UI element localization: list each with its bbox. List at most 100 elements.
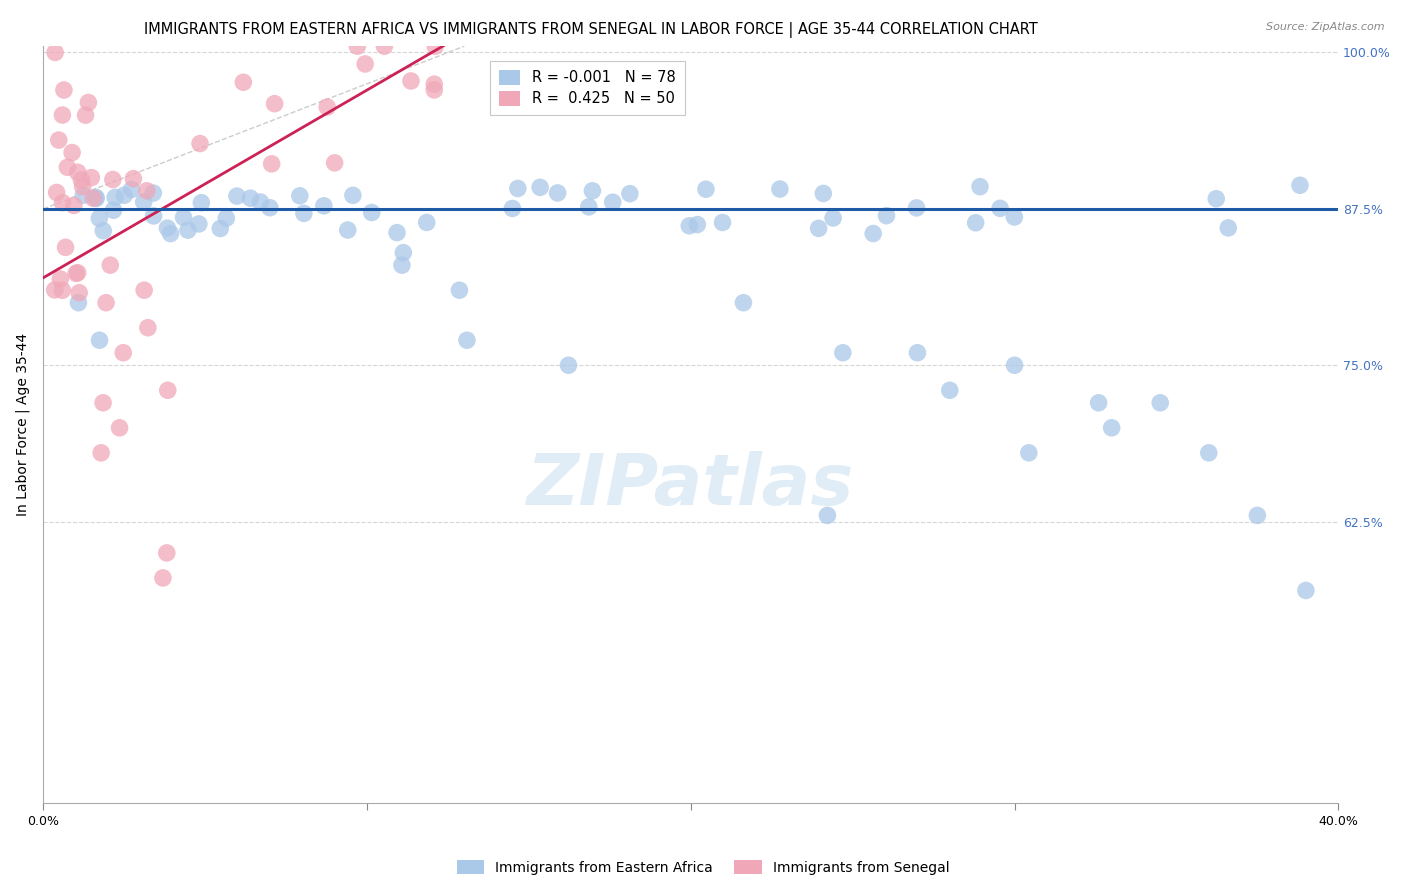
Y-axis label: In Labor Force | Age 35-44: In Labor Force | Age 35-44 — [15, 333, 30, 516]
Point — [831, 345, 853, 359]
Point — [425, 39, 447, 54]
Point — [52, 83, 75, 97]
Point — [988, 202, 1011, 216]
Point — [101, 172, 124, 186]
Point — [232, 75, 254, 89]
Point — [91, 224, 114, 238]
Point — [905, 201, 928, 215]
Point — [1198, 446, 1220, 460]
Point — [134, 283, 156, 297]
Point — [152, 571, 174, 585]
Point — [103, 203, 125, 218]
Point — [312, 199, 335, 213]
Point — [51, 195, 73, 210]
Point — [67, 295, 90, 310]
Point — [686, 218, 709, 232]
Point — [360, 205, 382, 219]
Point — [260, 157, 283, 171]
Point — [423, 77, 446, 91]
Text: Source: ZipAtlas.com: Source: ZipAtlas.com — [1267, 22, 1385, 32]
Point — [112, 188, 135, 202]
Point — [581, 184, 603, 198]
Point — [373, 39, 395, 54]
Point — [108, 421, 131, 435]
Point — [695, 182, 717, 196]
Point — [815, 508, 838, 523]
Point — [316, 100, 339, 114]
Point — [75, 108, 97, 122]
Point — [557, 358, 579, 372]
Point — [72, 188, 94, 202]
Point — [1004, 358, 1026, 372]
Point — [619, 186, 641, 201]
Point — [249, 194, 271, 209]
Point — [84, 192, 107, 206]
Point — [173, 211, 195, 225]
Point — [807, 221, 830, 235]
Point — [188, 136, 211, 151]
Point — [547, 186, 569, 200]
Point — [456, 333, 478, 347]
Point — [90, 446, 112, 460]
Point — [965, 216, 987, 230]
Point — [142, 209, 165, 223]
Point — [578, 200, 600, 214]
Point — [122, 171, 145, 186]
Point — [77, 95, 100, 110]
Point — [156, 546, 179, 560]
Point — [1205, 192, 1227, 206]
Point — [385, 226, 408, 240]
Point — [1295, 583, 1317, 598]
Point — [66, 266, 89, 280]
Point — [342, 188, 364, 202]
Text: IMMIGRANTS FROM EASTERN AFRICA VS IMMIGRANTS FROM SENEGAL IN LABOR FORCE | AGE 3: IMMIGRANTS FROM EASTERN AFRICA VS IMMIGR… — [143, 22, 1038, 38]
Point — [1218, 220, 1240, 235]
Point — [209, 221, 232, 235]
Point — [862, 227, 884, 241]
Point — [44, 283, 66, 297]
Point — [67, 285, 90, 300]
Point — [323, 156, 346, 170]
Point — [63, 198, 86, 212]
Point — [84, 190, 107, 204]
Point — [80, 170, 103, 185]
Point — [288, 189, 311, 203]
Point — [769, 182, 792, 196]
Point — [51, 283, 73, 297]
Point — [1101, 421, 1123, 435]
Point — [142, 186, 165, 200]
Point — [132, 194, 155, 209]
Point — [56, 161, 79, 175]
Point — [89, 211, 111, 226]
Point — [89, 333, 111, 347]
Point — [733, 295, 755, 310]
Point — [177, 223, 200, 237]
Point — [711, 215, 734, 229]
Point — [44, 45, 66, 60]
Point — [70, 173, 93, 187]
Point — [875, 209, 897, 223]
Point — [190, 195, 212, 210]
Legend: R = -0.001   N = 78, R =  0.425   N = 50: R = -0.001 N = 78, R = 0.425 N = 50 — [489, 61, 685, 115]
Point — [82, 191, 104, 205]
Point — [104, 190, 127, 204]
Point — [1002, 210, 1025, 224]
Point — [263, 96, 285, 111]
Point — [1149, 396, 1171, 410]
Point — [187, 217, 209, 231]
Point — [135, 184, 157, 198]
Point — [72, 179, 94, 194]
Point — [292, 206, 315, 220]
Point — [529, 180, 551, 194]
Point — [506, 181, 529, 195]
Point — [60, 145, 83, 160]
Legend: Immigrants from Eastern Africa, Immigrants from Senegal: Immigrants from Eastern Africa, Immigran… — [451, 855, 955, 880]
Point — [225, 189, 247, 203]
Point — [55, 240, 77, 254]
Point — [112, 345, 135, 359]
Point — [1289, 178, 1312, 193]
Point — [121, 182, 143, 196]
Point — [66, 165, 89, 179]
Point — [416, 215, 439, 229]
Point — [813, 186, 835, 201]
